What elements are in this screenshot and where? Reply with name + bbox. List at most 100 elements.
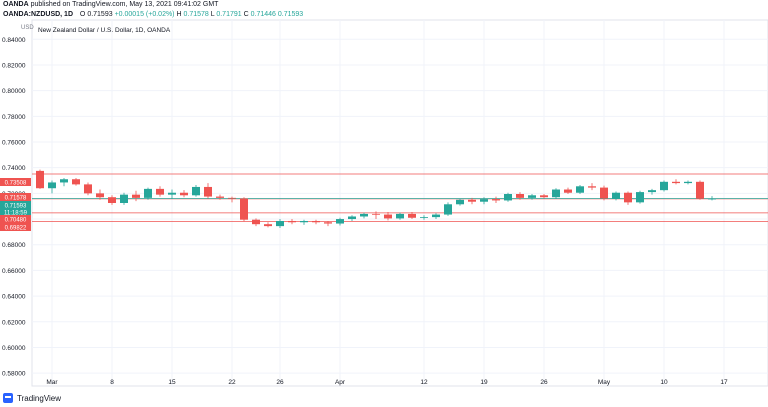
candle-body [624, 192, 632, 203]
candle-body [540, 195, 548, 198]
ohlc-c-value: 0.71446 [250, 11, 276, 18]
x-tick-label: 12 [420, 379, 428, 386]
x-tick-label: 17 [720, 379, 728, 386]
candle-body [312, 220, 320, 223]
publisher-name: OANDA [3, 1, 29, 8]
price-level-label: 0.70480 [5, 217, 27, 223]
candle-body [168, 192, 176, 195]
candle-body [432, 214, 440, 218]
candle-body [324, 222, 332, 224]
publish-info: published on TradingView.com, May 13, 20… [30, 1, 219, 8]
countdown-badge [0, 208, 31, 216]
currency-badge: USD [21, 25, 34, 31]
y-tick-label: 0.68000 [2, 242, 26, 249]
y-tick-label: 0.60000 [2, 345, 26, 352]
price-level-badge [0, 215, 31, 223]
publish-line: OANDA published on TradingView.com, May … [3, 1, 218, 8]
symbol-label: OANDA:NZDUSD, 1D [3, 11, 73, 18]
price-level-badge [0, 201, 31, 209]
y-tick-label: 0.84000 [2, 37, 26, 44]
y-tick-label: 0.62000 [2, 319, 26, 326]
candle-body [216, 196, 224, 198]
x-tick-label: 26 [540, 379, 548, 386]
candle-body [300, 220, 308, 223]
candle-body [288, 220, 296, 223]
candle-body [276, 220, 284, 227]
candle-body [132, 194, 140, 198]
ohlc-line: OANDA:NZDUSD, 1D O 0.71593 +0.00015 (+0.… [3, 11, 303, 18]
y-tick-label: 0.78000 [2, 114, 26, 121]
x-tick-label: 26 [276, 379, 284, 386]
ohlc-l-value: 0.71791 [216, 11, 242, 18]
price-level-badge [0, 178, 31, 186]
price-level-label: 0.71578 [5, 195, 27, 201]
x-tick-label: 19 [480, 379, 488, 386]
candle-body [84, 184, 92, 194]
candle-body [672, 181, 680, 184]
change-value: +0.00015 (+0.02%) [114, 11, 175, 18]
x-tick-label: 15 [168, 379, 176, 386]
price-level-badge [0, 193, 31, 201]
x-tick-label: 10 [660, 379, 668, 386]
candle-body [636, 192, 644, 203]
candle-body [72, 179, 80, 185]
candle-body [336, 219, 344, 224]
y-tick-label: 0.66000 [2, 268, 26, 275]
candle-body [252, 219, 260, 225]
y-tick-label: 0.82000 [2, 62, 26, 69]
price-level-label: 0.71593 [5, 203, 27, 209]
candle-body [420, 217, 428, 218]
candle-body [36, 170, 44, 189]
price-level-label: 0.69822 [5, 225, 27, 231]
x-tick-label: 8 [110, 379, 114, 386]
candle-body [48, 182, 56, 189]
candle-body [228, 197, 236, 199]
y-tick-label: 0.76000 [2, 140, 26, 147]
y-tick-label: 0.58000 [2, 371, 26, 378]
candle-body [492, 199, 500, 201]
candle-body [192, 186, 200, 196]
x-tick-label: Mar [46, 379, 58, 386]
candle-body [600, 187, 608, 199]
candle-body [156, 188, 164, 195]
candle-body [384, 214, 392, 219]
candle-body [468, 199, 476, 202]
candle-body [264, 224, 272, 227]
candle-body [504, 194, 512, 201]
candle-body [564, 189, 572, 193]
plot-area [31, 19, 768, 387]
candle-body [348, 216, 356, 220]
footer-brand: TradingView [17, 393, 62, 403]
y-tick-label: 0.80000 [2, 88, 26, 95]
candle-body [408, 213, 416, 218]
candle-body [528, 195, 536, 198]
chart-title: New Zealand Dollar / U.S. Dollar, 1D, OA… [38, 27, 171, 34]
price-level-label: 0.73508 [5, 180, 27, 186]
ohlc-l-label: L [210, 11, 215, 18]
candle-body [696, 181, 704, 199]
candle-body [60, 179, 68, 183]
candle-body [456, 199, 464, 205]
x-tick-label: 22 [228, 379, 236, 386]
candle-body [372, 213, 380, 215]
ohlc-c-label: C [243, 11, 249, 18]
candle-body [96, 193, 104, 198]
candle-body [144, 188, 152, 198]
candle-body [120, 194, 128, 203]
x-tick-label: May [598, 379, 611, 386]
candle-body [396, 213, 404, 219]
candle-body [660, 181, 668, 191]
x-tick-label: Apr [335, 379, 346, 386]
candle-body [648, 190, 656, 193]
candle-body [576, 186, 584, 193]
price-level-badge [0, 223, 31, 231]
candle-body [480, 199, 488, 202]
footer: TradingView [3, 393, 61, 403]
candle-body [204, 186, 212, 197]
candle-body [240, 198, 248, 220]
candle-body [444, 204, 452, 215]
price-chart[interactable]: 0.84000 0.82000 0.80000 0.78000 0.76000 0.740… [0, 0, 768, 392]
candle-body [108, 197, 116, 203]
y-tick-label: 0.74000 [2, 165, 26, 172]
candle-body [588, 186, 596, 188]
